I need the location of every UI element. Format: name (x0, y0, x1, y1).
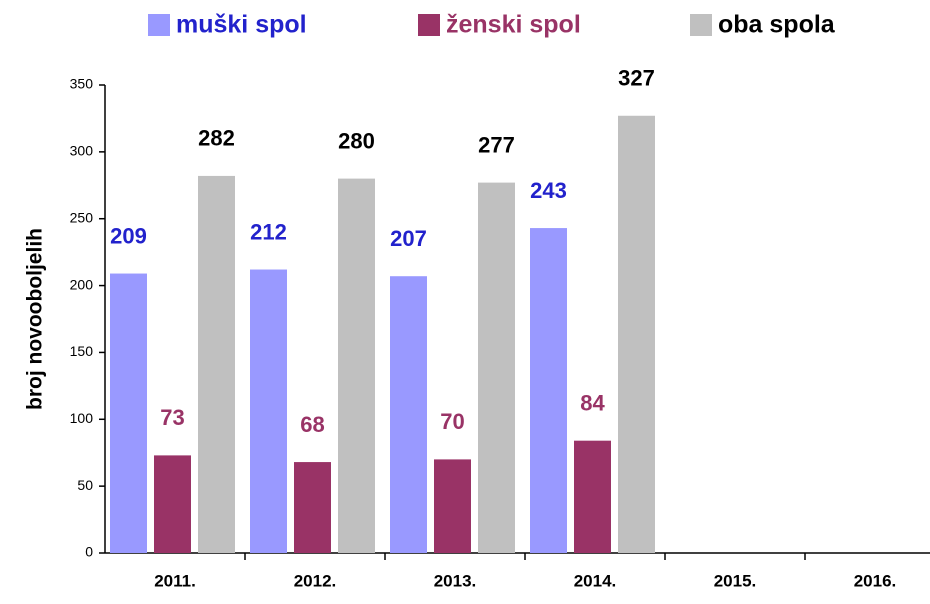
data-label: 243 (530, 178, 567, 203)
legend-swatch (418, 14, 440, 36)
bar (250, 269, 287, 553)
bar (110, 273, 147, 553)
data-label: 70 (440, 409, 464, 434)
data-label: 68 (300, 412, 324, 437)
bar (434, 459, 471, 553)
data-label: 280 (338, 128, 375, 153)
bar (294, 462, 331, 553)
bar (338, 178, 375, 553)
y-tick-label: 0 (85, 544, 93, 560)
legend-swatch (148, 14, 170, 36)
bar (198, 175, 235, 553)
x-tick-label: 2016. (854, 571, 897, 590)
bar (390, 276, 427, 553)
bar (154, 455, 191, 553)
data-label: 73 (160, 405, 184, 430)
data-label: 207 (390, 226, 427, 251)
x-tick-label: 2015. (714, 571, 757, 590)
legend-swatch (690, 14, 712, 36)
x-tick-label: 2014. (574, 571, 617, 590)
bar (530, 228, 567, 553)
y-tick-label: 250 (70, 209, 94, 225)
data-label: 209 (110, 223, 147, 248)
data-label: 84 (580, 390, 605, 415)
data-label: 277 (478, 132, 515, 157)
y-tick-label: 150 (70, 343, 94, 359)
data-label: 282 (198, 126, 235, 151)
y-tick-label: 300 (70, 143, 94, 159)
y-tick-label: 50 (77, 477, 93, 493)
legend-label: ženski spol (446, 11, 581, 39)
x-tick-label: 2012. (294, 571, 337, 590)
legend-label: oba spola (718, 11, 836, 39)
bar (618, 115, 655, 554)
bar (478, 182, 515, 553)
y-axis-title: broj novooboljelih (24, 228, 47, 410)
y-tick-label: 200 (70, 276, 94, 292)
x-tick-label: 2013. (434, 571, 477, 590)
y-tick-label: 350 (70, 76, 94, 92)
y-tick-label: 100 (70, 410, 94, 426)
bar (574, 440, 611, 553)
data-label: 327 (618, 66, 655, 91)
data-label: 212 (250, 219, 287, 244)
x-tick-label: 2011. (154, 571, 196, 590)
legend-label: muški spol (176, 11, 307, 39)
